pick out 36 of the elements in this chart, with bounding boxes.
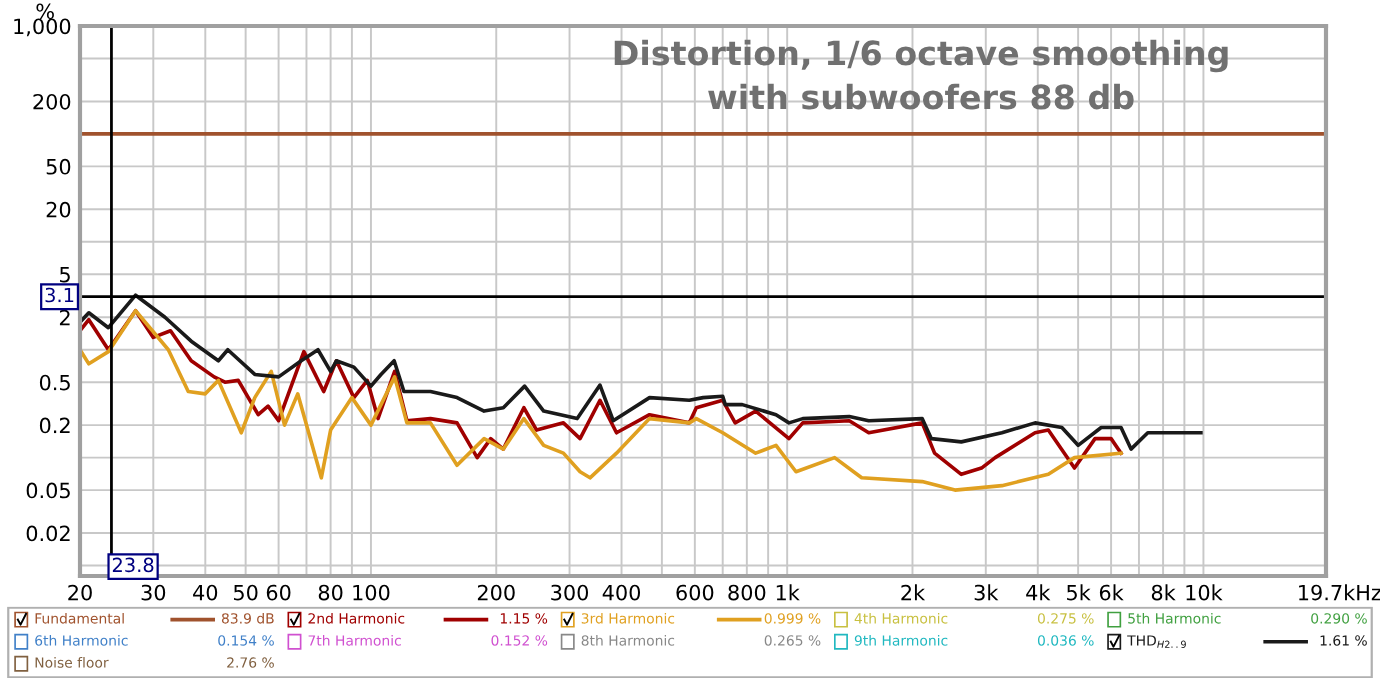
x-tick-label: 30 [141, 584, 166, 601]
y-tick-label: 0.5 [39, 374, 70, 391]
x-tick-label: 8k [1151, 584, 1176, 601]
x-axis-title: Hz [1357, 584, 1380, 601]
x-tick-label: 3k [974, 584, 999, 601]
y-tick-label: 0.02 [26, 525, 70, 542]
x-tick-label: 2k [901, 584, 926, 601]
x-tick-label: 100 [353, 584, 390, 601]
x-tick-label: 1k [776, 584, 800, 601]
chart-title: Distortion, 1/6 octave smoothing [614, 39, 1228, 73]
y-tick-label: 50 [46, 158, 71, 175]
x-tick-label: 5k [1067, 584, 1091, 601]
y-tick-label: 2 [59, 309, 70, 326]
text: with subwoofers 88 db [708, 83, 1134, 110]
y-tick-label: 5 [60, 267, 70, 283]
x-tick-label: 50 [233, 584, 258, 601]
y-tick-label: 200 [33, 93, 71, 110]
x-tick-label: 300 [551, 584, 589, 601]
y-axis-title: % [36, 3, 54, 20]
x-tick-label: 19.7k [1299, 584, 1356, 601]
x-tick-label: 6k [1099, 584, 1124, 601]
y-tick-label: 0.2 [39, 417, 70, 434]
x-tick-label: 200 [477, 584, 515, 601]
y-tick-label: 0.05 [26, 482, 70, 499]
ref-line-label: 23.8 [112, 557, 154, 573]
x-tick-label: 400 [602, 584, 641, 601]
x-tick-label: 40 [193, 584, 218, 601]
ref-line-label: 3.1 [45, 287, 74, 303]
x-tick-label: 600 [676, 584, 714, 601]
x-tick-label: 60 [266, 584, 291, 601]
y-tick-label: 20 [46, 201, 71, 218]
y-tick-label: 1,000 [14, 18, 71, 37]
x-tick-label: 10k [1186, 584, 1223, 601]
x-tick-label: 800 [728, 584, 766, 601]
x-tick-label: 4k [1026, 584, 1051, 601]
x-tick-label: 80 [318, 584, 343, 601]
